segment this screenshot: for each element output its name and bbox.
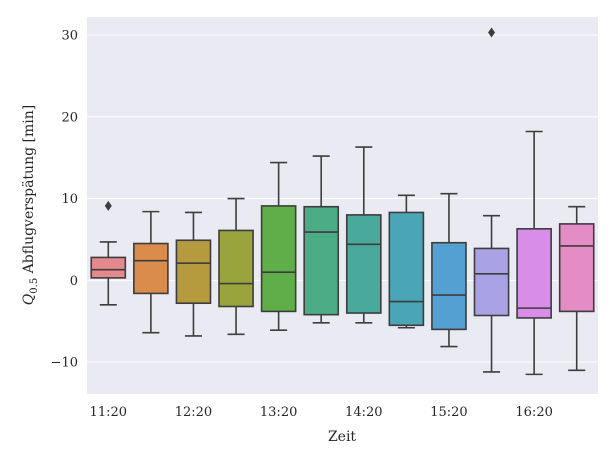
boxes bbox=[90, 27, 595, 376]
box-group bbox=[473, 27, 510, 373]
x-axis-title: Zeit bbox=[328, 429, 356, 445]
x-tick-label: 13:20 bbox=[260, 405, 297, 420]
box-iqr bbox=[388, 211, 425, 327]
gridlines bbox=[87, 34, 598, 363]
box-iqr bbox=[218, 229, 254, 308]
y-axis-title-text: Abflugverspätung [min] bbox=[21, 105, 37, 278]
box-iqr bbox=[90, 256, 127, 279]
box-group bbox=[388, 194, 425, 329]
y-tick-label: 20 bbox=[61, 110, 78, 125]
box-iqr bbox=[345, 214, 382, 314]
y-axis-title-symbol: Q bbox=[21, 293, 37, 305]
y-tick-label: 10 bbox=[61, 192, 78, 207]
outlier-point bbox=[104, 200, 112, 211]
x-tick-label: 16:20 bbox=[515, 405, 552, 420]
box-iqr bbox=[175, 239, 212, 305]
y-tick-label: −10 bbox=[51, 356, 78, 371]
box-group bbox=[90, 200, 127, 306]
box-group bbox=[431, 192, 467, 348]
x-tick-label: 14:20 bbox=[345, 405, 382, 420]
box-group bbox=[175, 211, 212, 337]
y-axis-title-subscript: 0.5 bbox=[29, 278, 40, 294]
box-group bbox=[558, 205, 595, 372]
box-iqr bbox=[516, 228, 552, 319]
y-axis-title: Q0.5 Abflugverspätung [min] bbox=[21, 105, 40, 305]
x-tick-label: 12:20 bbox=[175, 405, 212, 420]
box-group bbox=[260, 161, 297, 332]
box-iqr bbox=[260, 205, 297, 313]
box-group bbox=[133, 210, 169, 334]
box-iqr bbox=[558, 223, 595, 313]
box-group bbox=[218, 197, 254, 336]
box-group bbox=[345, 146, 382, 324]
box-iqr bbox=[473, 247, 510, 317]
x-tick-labels: 11:20 12:20 13:20 14:20 15:20 16:20 bbox=[90, 405, 553, 420]
y-tick-labels: −10 0 10 20 30 bbox=[51, 28, 78, 370]
box-group bbox=[516, 130, 552, 376]
x-tick-label: 15:20 bbox=[430, 405, 467, 420]
box-iqr bbox=[431, 241, 467, 331]
box-iqr bbox=[303, 205, 340, 316]
x-tick-label: 11:20 bbox=[90, 405, 127, 420]
box-iqr bbox=[133, 242, 169, 295]
outlier-point bbox=[488, 27, 496, 38]
y-tick-label: 30 bbox=[61, 28, 78, 43]
box-group bbox=[303, 155, 340, 324]
plot-background bbox=[87, 17, 598, 394]
y-tick-label: 0 bbox=[70, 274, 78, 289]
